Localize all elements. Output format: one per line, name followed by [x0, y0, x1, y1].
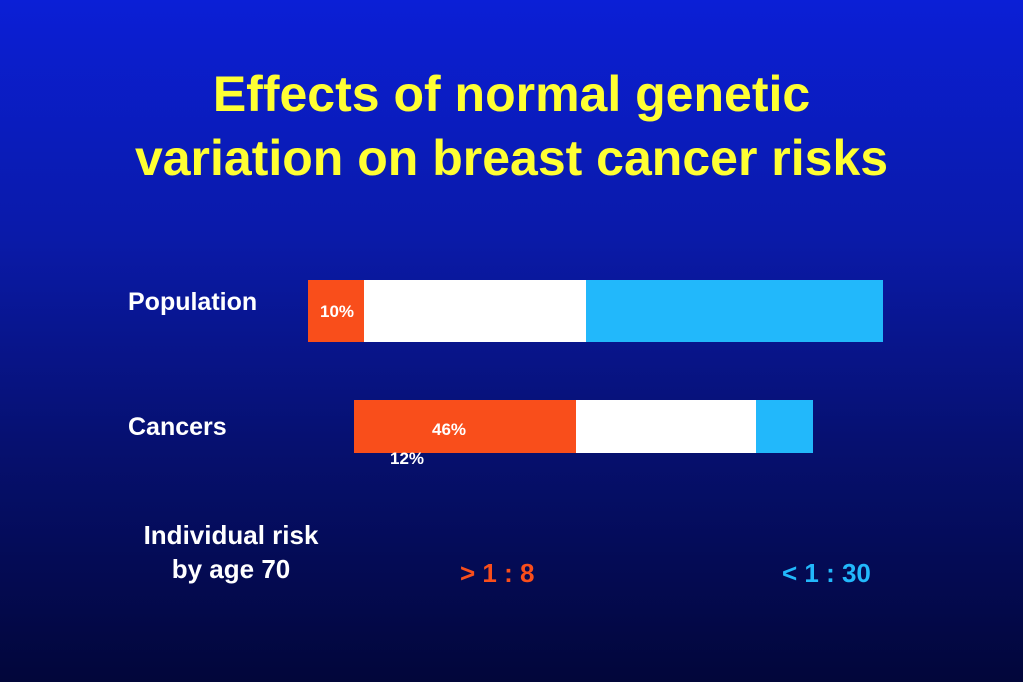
- risk-heading-line-1: Individual risk: [143, 520, 319, 550]
- title-line-2: variation on breast cancer risks: [134, 130, 889, 186]
- cancers-high-risk-segment: [354, 400, 576, 453]
- slide-title: Effects of normal genetic variation on b…: [0, 62, 1023, 190]
- individual-risk-heading: Individual risk by age 70: [118, 518, 344, 586]
- row-label-cancers: Cancers: [128, 413, 227, 441]
- cancers-low-risk-segment: [756, 400, 813, 453]
- population-high-risk-label: 10%: [320, 302, 355, 321]
- title-line-1: Effects of normal genetic: [212, 66, 811, 122]
- population-low-risk-segment: [586, 280, 883, 342]
- cancers-high-risk-label: 46%: [432, 420, 467, 439]
- low-risk-ratio: < 1 : 30: [782, 558, 871, 588]
- cancers-low-risk-label: 12%: [390, 449, 425, 468]
- population-high-risk-segment: [308, 280, 364, 342]
- high-risk-ratio: > 1 : 8: [460, 558, 535, 588]
- risk-heading-line-2: by age 70: [171, 554, 291, 584]
- row-label-population: Population: [128, 288, 258, 316]
- cancers-middle-segment: [576, 400, 756, 453]
- population-middle-segment: [364, 280, 586, 342]
